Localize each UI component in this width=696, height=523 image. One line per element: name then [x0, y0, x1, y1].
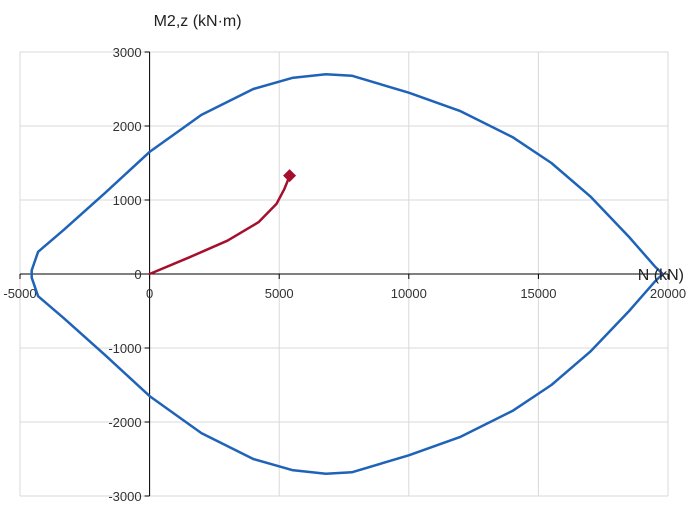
x-tick-label: 0 — [146, 286, 153, 301]
y-tick-label: -1000 — [108, 341, 141, 356]
ticks: -5000 0 5000 10000 15000 20000-3000-2000-1000… — [3, 45, 686, 504]
y-tick-label: 1000 — [113, 193, 142, 208]
x-tick-label: 5000 — [265, 286, 294, 301]
x-tick-label: 20000 — [650, 286, 686, 301]
x-tick-label: -5000 — [3, 286, 36, 301]
data-point-marker-0 — [283, 169, 297, 183]
series-layer — [30, 72, 665, 476]
y-tick-label: 2000 — [113, 119, 142, 134]
series-line-0 — [30, 72, 665, 476]
marker-layer — [283, 169, 297, 183]
y-tick-label: 3000 — [113, 45, 142, 60]
x-tick-label: 10000 — [391, 286, 427, 301]
x-tick-label: 15000 — [520, 286, 556, 301]
y-tick-label: 0 — [134, 267, 141, 282]
x-axis-title: N (kN) — [638, 267, 684, 284]
y-tick-label: -3000 — [108, 489, 141, 504]
y-axis-title: M2,z (kN·m) — [154, 13, 242, 30]
series-line-1 — [148, 174, 291, 276]
y-tick-label: -2000 — [108, 415, 141, 430]
